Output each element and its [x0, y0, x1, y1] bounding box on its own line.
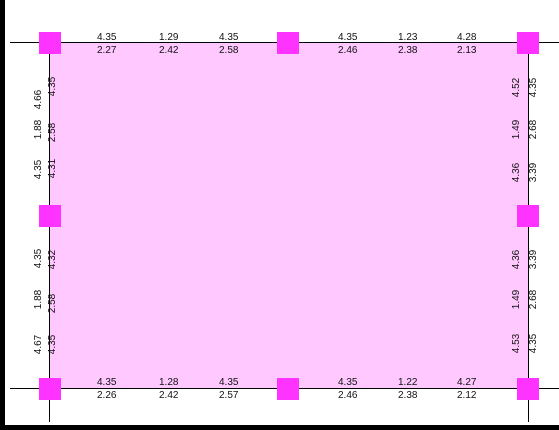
right-value: 1.49: [511, 119, 523, 140]
right-value: 2.68: [528, 289, 540, 310]
column-bottom-mid[interactable]: [277, 378, 299, 400]
column-mid-right[interactable]: [517, 205, 539, 227]
left-value: 4.66: [33, 89, 45, 110]
left-value: 1.88: [33, 119, 45, 140]
left-value: 2.58: [47, 122, 59, 143]
column-top-left[interactable]: [39, 32, 61, 54]
top-value: 2.46: [338, 45, 358, 56]
left-value: 4.31: [47, 158, 59, 179]
grid-line-left: [49, 32, 50, 422]
column-mid-left[interactable]: [39, 205, 61, 227]
top-value: 1.29: [159, 32, 179, 43]
right-value: 2.68: [528, 119, 540, 140]
right-value: 4.52: [511, 77, 523, 98]
left-value: 2.58: [47, 293, 59, 314]
column-bottom-right[interactable]: [517, 378, 539, 400]
top-value: 2.58: [219, 45, 239, 56]
bottom-value: 2.46: [338, 390, 358, 401]
left-value: 4.35: [33, 159, 45, 180]
bottom-value: 4.35: [219, 377, 239, 388]
right-value: 3.39: [528, 162, 540, 183]
bottom-value: 1.28: [159, 377, 179, 388]
bottom-value: 2.57: [219, 390, 239, 401]
top-value: 4.28: [457, 32, 477, 43]
bottom-value: 2.38: [398, 390, 418, 401]
bottom-value: 2.26: [97, 390, 117, 401]
right-value: 1.49: [511, 289, 523, 310]
top-value: 2.42: [159, 45, 179, 56]
top-value: 4.35: [97, 32, 117, 43]
right-value: 4.35: [528, 77, 540, 98]
bottom-value: 1.22: [398, 377, 418, 388]
slab-panel[interactable]: [49, 42, 529, 389]
right-value: 3.39: [528, 249, 540, 270]
bottom-value: 4.35: [338, 377, 358, 388]
bottom-value: 2.12: [457, 390, 477, 401]
top-value: 2.27: [97, 45, 117, 56]
bottom-value: 4.35: [97, 377, 117, 388]
top-value: 2.38: [398, 45, 418, 56]
right-value: 4.36: [511, 162, 523, 183]
top-value: 1.23: [398, 32, 418, 43]
left-value: 1.88: [33, 289, 45, 310]
grid-line-right: [528, 32, 529, 422]
column-top-right[interactable]: [517, 32, 539, 54]
right-value: 4.36: [511, 249, 523, 270]
top-value: 4.35: [219, 32, 239, 43]
top-value: 4.35: [338, 32, 358, 43]
bottom-value: 4.27: [457, 377, 477, 388]
left-value: 4.35: [47, 76, 59, 97]
right-value: 4.53: [511, 333, 523, 354]
right-value: 4.35: [528, 333, 540, 354]
left-value: 4.67: [33, 334, 45, 355]
left-value: 4.35: [33, 248, 45, 269]
bottom-value: 2.42: [159, 390, 179, 401]
column-top-mid[interactable]: [277, 32, 299, 54]
column-bottom-left[interactable]: [39, 378, 61, 400]
left-value: 4.32: [47, 249, 59, 270]
top-value: 2.13: [457, 45, 477, 56]
left-value: 4.35: [47, 334, 59, 355]
